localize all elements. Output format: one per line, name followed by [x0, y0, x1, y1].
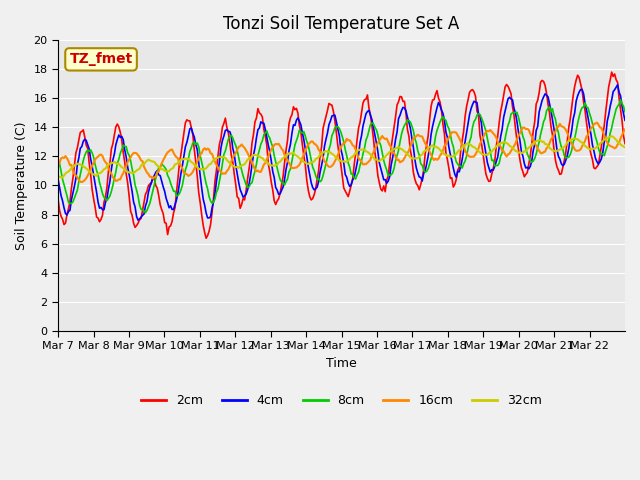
2cm — [460, 128, 467, 134]
16cm — [620, 129, 627, 135]
32cm — [59, 175, 67, 180]
16cm — [54, 162, 62, 168]
2cm — [608, 69, 616, 75]
16cm — [460, 143, 467, 148]
2cm — [54, 197, 62, 203]
32cm — [93, 173, 100, 179]
2cm — [544, 102, 552, 108]
4cm — [92, 181, 99, 187]
Line: 8cm: 8cm — [58, 100, 625, 213]
4cm — [54, 177, 62, 182]
2cm — [620, 133, 627, 139]
16cm — [78, 179, 86, 185]
16cm — [348, 140, 355, 145]
16cm — [93, 155, 100, 161]
8cm — [460, 161, 467, 167]
2cm — [92, 204, 99, 210]
4cm — [348, 182, 355, 188]
Line: 32cm: 32cm — [58, 136, 625, 178]
Text: TZ_fmet: TZ_fmet — [69, 52, 132, 66]
8cm — [74, 187, 81, 193]
4cm — [620, 111, 627, 117]
4cm — [134, 217, 142, 223]
16cm — [621, 127, 629, 132]
4cm — [614, 82, 621, 88]
8cm — [544, 106, 552, 111]
4cm — [460, 147, 467, 153]
8cm — [617, 97, 625, 103]
Legend: 2cm, 4cm, 8cm, 16cm, 32cm: 2cm, 4cm, 8cm, 16cm, 32cm — [136, 389, 547, 412]
Y-axis label: Soil Temperature (C): Soil Temperature (C) — [15, 121, 28, 250]
Line: 4cm: 4cm — [58, 85, 625, 220]
8cm — [141, 210, 149, 216]
Title: Tonzi Soil Temperature Set A: Tonzi Soil Temperature Set A — [223, 15, 460, 33]
2cm — [621, 141, 629, 146]
32cm — [621, 144, 629, 150]
32cm — [348, 155, 355, 160]
4cm — [74, 162, 81, 168]
32cm — [460, 144, 467, 149]
32cm — [54, 173, 62, 179]
32cm — [608, 133, 616, 139]
Line: 2cm: 2cm — [58, 72, 625, 238]
16cm — [544, 144, 552, 150]
16cm — [74, 174, 81, 180]
4cm — [621, 118, 629, 123]
32cm — [620, 144, 627, 149]
32cm — [75, 161, 83, 167]
Line: 16cm: 16cm — [58, 122, 625, 182]
2cm — [202, 235, 210, 241]
X-axis label: Time: Time — [326, 357, 357, 370]
8cm — [620, 104, 627, 109]
8cm — [54, 158, 62, 164]
4cm — [544, 94, 552, 100]
8cm — [348, 171, 355, 177]
8cm — [621, 109, 629, 115]
2cm — [348, 182, 355, 188]
2cm — [74, 145, 81, 151]
16cm — [593, 120, 601, 125]
32cm — [544, 143, 552, 148]
8cm — [92, 161, 99, 167]
